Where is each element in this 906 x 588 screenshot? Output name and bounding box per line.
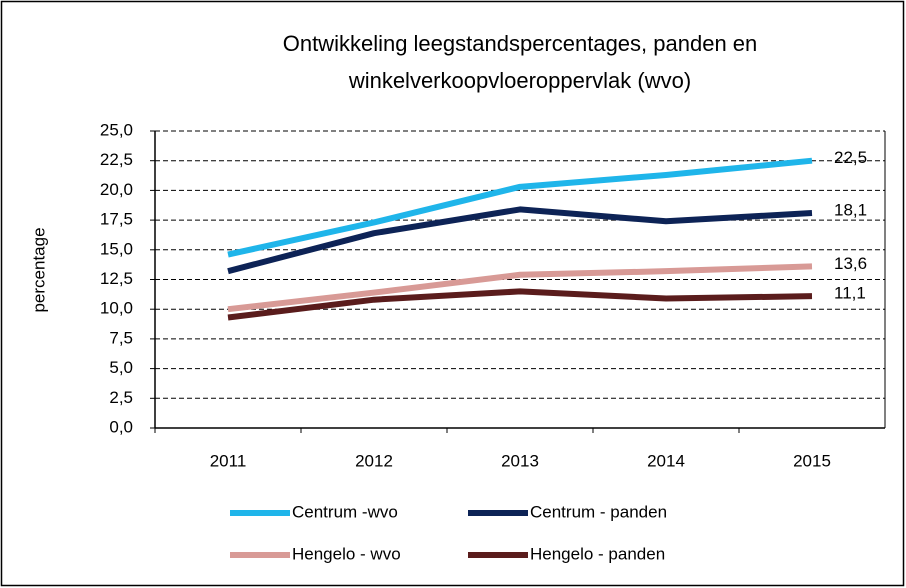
series-line	[227, 288, 813, 321]
series-line	[227, 206, 813, 275]
y-tick-label: 22,5	[100, 150, 133, 169]
data-label: 22,5	[834, 148, 867, 167]
legend-label: Hengelo - wvo	[292, 544, 401, 563]
data-label: 18,1	[834, 200, 867, 219]
y-tick-label: 17,5	[100, 210, 133, 229]
y-tick-label: 10,0	[100, 299, 133, 318]
y-tick-label: 15,0	[100, 239, 133, 258]
y-tick-label: 12,5	[100, 269, 133, 288]
x-tick-label: 2015	[793, 451, 831, 470]
y-tick-label: 7,5	[109, 328, 133, 347]
y-tick-label: 20,0	[100, 180, 133, 199]
x-tick-label: 2013	[501, 451, 539, 470]
chart-title: Ontwikkeling leegstandspercentages, pand…	[283, 31, 758, 56]
x-tick-label: 2012	[355, 451, 393, 470]
y-tick-label: 25,0	[100, 120, 133, 139]
series-line	[227, 157, 813, 258]
y-axis-label: percentage	[29, 227, 48, 312]
y-tick-label: 2,5	[109, 388, 133, 407]
data-label: 13,6	[834, 254, 867, 273]
legend-label: Centrum - panden	[530, 502, 667, 521]
x-tick-label: 2011	[210, 451, 247, 470]
legend-label: Hengelo - panden	[530, 544, 665, 563]
y-tick-label: 0,0	[109, 417, 133, 436]
x-tick-label: 2014	[647, 451, 685, 470]
legend-label: Centrum -wvo	[292, 502, 398, 521]
series-line	[227, 263, 813, 313]
chart-title: winkelverkoopvloeroppervlak (wvo)	[348, 68, 691, 93]
y-tick-label: 5,0	[109, 358, 133, 377]
data-label: 11,1	[834, 284, 866, 303]
